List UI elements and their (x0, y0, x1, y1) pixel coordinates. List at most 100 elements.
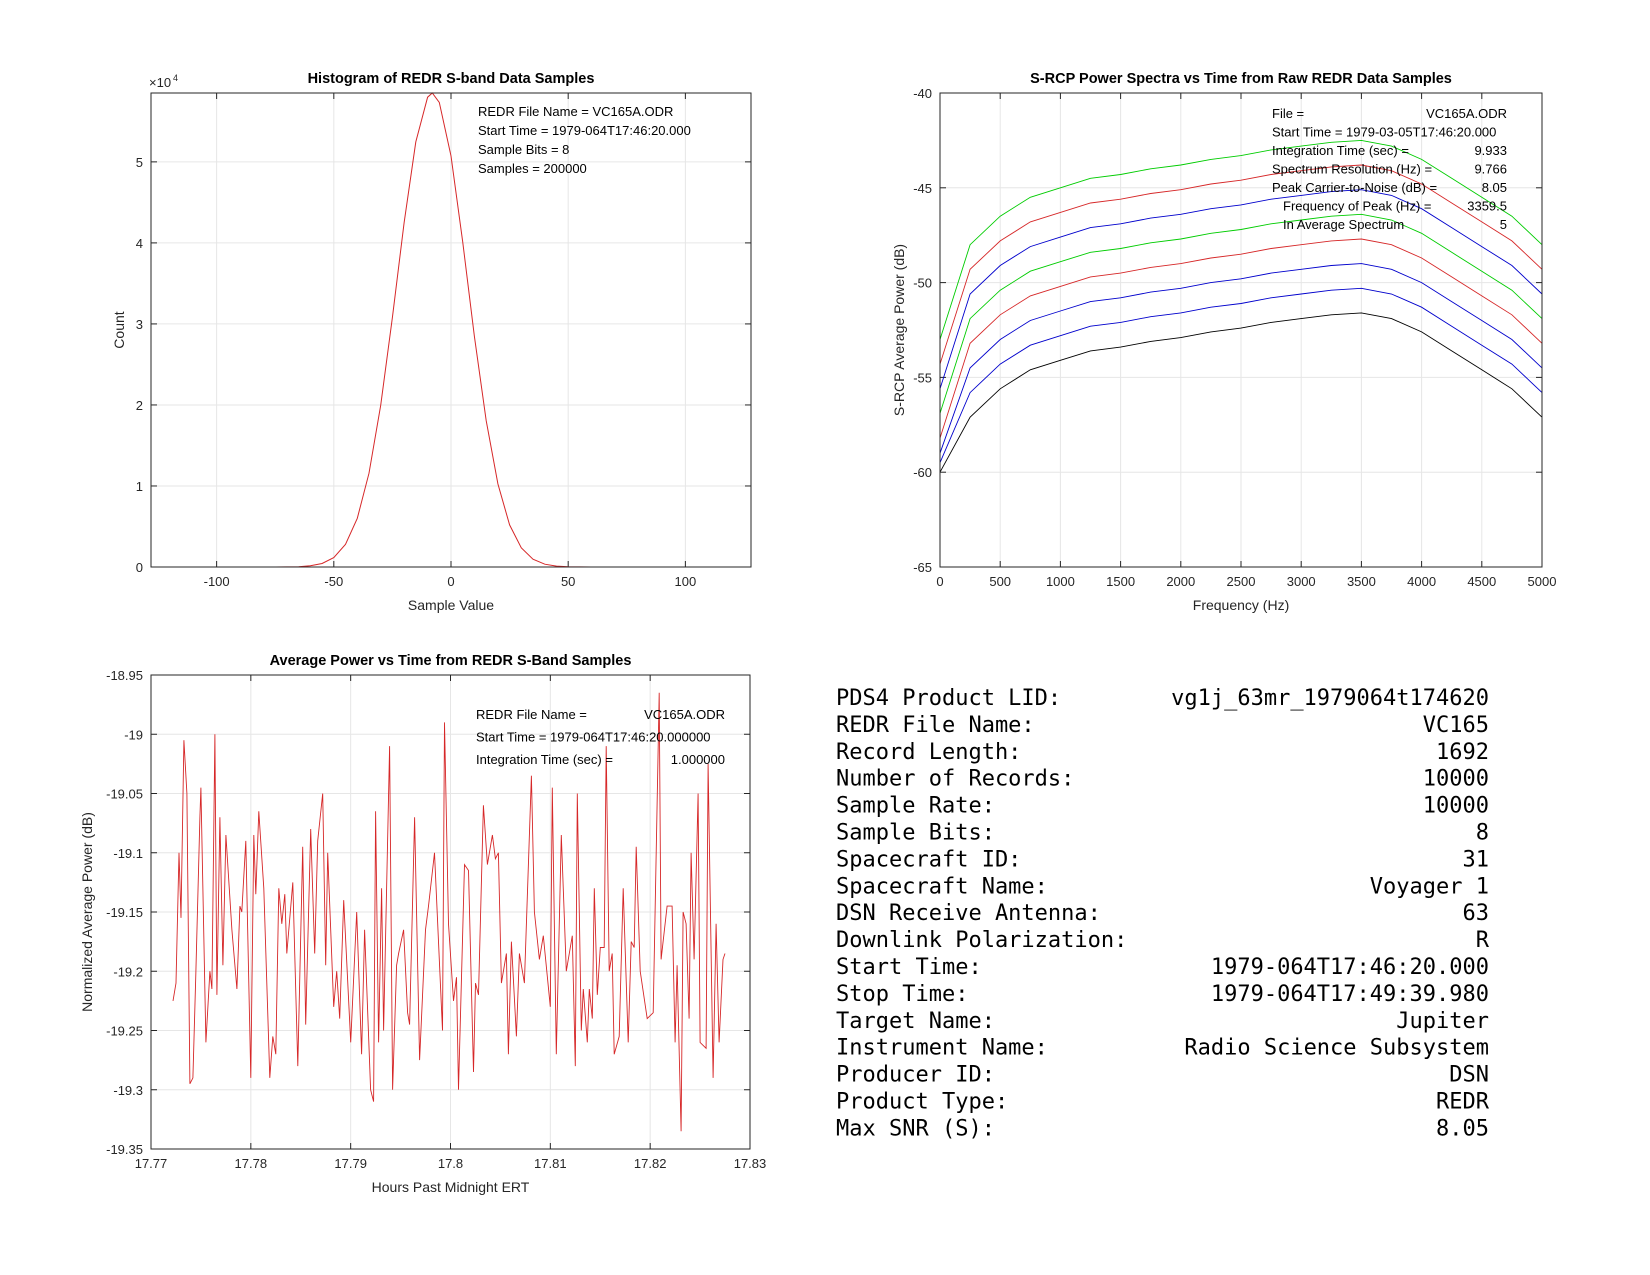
x-tick-label: 17.81 (534, 1156, 567, 1171)
field-label: Start Time: (836, 955, 982, 980)
x-tick-label: 1500 (1106, 574, 1135, 589)
y-tick-label: -19.15 (106, 905, 143, 920)
annotation-label: Start Time = 1979-064T17:46:20.000000 (476, 730, 711, 745)
x-tick-label: 50 (561, 574, 575, 589)
field-label: DSN Receive Antenna: (836, 901, 1101, 926)
annotation-label: Integration Time (sec) = (476, 752, 613, 767)
table-row: PDS4 Product LID: vg1j_63mr_1979064t17462… (836, 686, 1489, 711)
chart-title: S-RCP Power Spectra vs Time from Raw RED… (1030, 71, 1452, 87)
table-row: Max SNR (S): 8.05 (836, 1116, 1489, 1141)
annotation-value: 1.000000 (671, 752, 725, 767)
spectrum-series-line (939, 287, 1543, 463)
field-value: Radio Science Subsystem (1184, 1036, 1489, 1061)
annotation-value: VC165A.ODR (1426, 106, 1507, 121)
y-tick-label: -19.2 (113, 964, 143, 979)
field-value: DSN (1449, 1063, 1489, 1088)
y-tick-label: 1 (136, 479, 143, 494)
x-tick-label: 1000 (1046, 574, 1075, 589)
chart-title: Average Power vs Time from REDR S-Band S… (270, 653, 632, 669)
table-row: Number of Records: 10000 (836, 767, 1489, 792)
x-tick-label: 0 (447, 574, 454, 589)
y-axis-label: S-RCP Average Power (dB) (891, 244, 907, 416)
x-tick-label: 5000 (1528, 574, 1557, 589)
annotation-value: 9.766 (1474, 162, 1507, 177)
field-value: 8.05 (1436, 1116, 1489, 1141)
power-spectra-chart: 0 500 1000 1500 2000 2500 3000 3500 4000 4500 5000… (891, 71, 1556, 613)
table-row: Instrument Name: Radio Science Subsystem (836, 1036, 1489, 1061)
x-tick-label: 100 (675, 574, 697, 589)
x-tick-label: 17.83 (734, 1156, 767, 1171)
annotation-label: Integration Time (sec) = (1272, 143, 1409, 158)
field-value: R (1476, 928, 1490, 953)
table-row: Producer ID: DSN (836, 1063, 1489, 1088)
annotation-label: REDR File Name = (476, 707, 587, 722)
field-value: 10000 (1423, 794, 1489, 819)
field-label: Product Type: (836, 1090, 1008, 1115)
histogram-line (251, 92, 592, 568)
spectrum-series-line (939, 139, 1543, 340)
field-label: Spacecraft ID: (836, 847, 1021, 872)
chart-title: Histogram of REDR S-band Data Samples (308, 71, 595, 87)
annotation-value: 5 (1500, 217, 1507, 232)
x-tick-label: -50 (324, 574, 343, 589)
y-tick-label: -60 (913, 465, 932, 480)
field-label: PDS4 Product LID: (836, 686, 1061, 711)
y-tick-label: -40 (913, 86, 932, 101)
y-exponent: 4 (173, 73, 178, 83)
annotation-line: Samples = 200000 (478, 161, 587, 176)
y-tick-label: -19.05 (106, 787, 143, 802)
y-tick-label: -55 (913, 370, 932, 385)
annotation-value: 3359.5 (1467, 199, 1507, 214)
y-tick-label: -50 (913, 276, 932, 291)
field-value: 8 (1476, 821, 1489, 846)
table-row: Downlink Polarization: R (836, 928, 1490, 953)
field-value: vg1j_63mr_1979064t174620 (1171, 686, 1489, 711)
table-row: Sample Rate: 10000 (836, 794, 1489, 819)
y-axis-label: Count (111, 311, 127, 348)
annotation-value: 9.933 (1474, 143, 1507, 158)
field-label: Record Length: (836, 740, 1021, 765)
annotation-label: Frequency of Peak (Hz) = (1283, 199, 1431, 214)
field-value: 1979-064T17:46:20.000 (1211, 955, 1489, 980)
axes-box (939, 92, 1543, 568)
table-row: Spacecraft ID: 31 (836, 847, 1489, 872)
x-tick-label: -100 (204, 574, 230, 589)
annotation-line: Start Time = 1979-064T17:46:20.000 (478, 123, 691, 138)
y-tick-label: -19 (124, 727, 143, 742)
x-tick-label: 3000 (1287, 574, 1316, 589)
annotation-value: VC165A.ODR (644, 707, 725, 722)
x-axis-label: Frequency (Hz) (1193, 597, 1289, 613)
field-value: 1979-064T17:49:39.980 (1211, 982, 1489, 1007)
x-tick-label: 2000 (1166, 574, 1195, 589)
table-row: Start Time: 1979-064T17:46:20.000 (836, 955, 1489, 980)
y-tick-label: 4 (136, 236, 143, 251)
histogram-chart: -100 -50 0 50 100 0 1 2 3 4 5 Histogram of REDR S-b… (111, 71, 752, 613)
field-label: Stop Time: (836, 982, 968, 1007)
table-row: DSN Receive Antenna: 63 (836, 901, 1489, 926)
field-value: 10000 (1423, 767, 1489, 792)
annotation-line: REDR File Name = VC165A.ODR (478, 104, 673, 119)
field-label: Number of Records: (836, 767, 1074, 792)
axes-box (150, 674, 751, 1150)
axes-box (150, 92, 752, 568)
y-tick-label: 5 (136, 155, 143, 170)
y-tick-label: -19.35 (106, 1142, 143, 1157)
field-label: Spacecraft Name: (836, 874, 1048, 899)
field-value: REDR (1436, 1090, 1490, 1115)
field-value: VC165 (1423, 713, 1489, 738)
field-label: REDR File Name: (836, 713, 1035, 738)
y-tick-label: 2 (136, 398, 143, 413)
x-tick-label: 4500 (1467, 574, 1496, 589)
x-tick-label: 2500 (1227, 574, 1256, 589)
table-row: Product Type: REDR (836, 1090, 1490, 1115)
y-tick-label: 3 (136, 317, 143, 332)
x-tick-label: 500 (989, 574, 1011, 589)
x-tick-label: 4000 (1407, 574, 1436, 589)
x-tick-label: 17.79 (334, 1156, 367, 1171)
x-axis-label: Sample Value (408, 597, 494, 613)
annotation-label: In Average Spectrum (1283, 217, 1404, 232)
annotation-line: Sample Bits = 8 (478, 142, 569, 157)
annotation-label: File = (1272, 106, 1304, 121)
field-label: Downlink Polarization: (836, 928, 1127, 953)
